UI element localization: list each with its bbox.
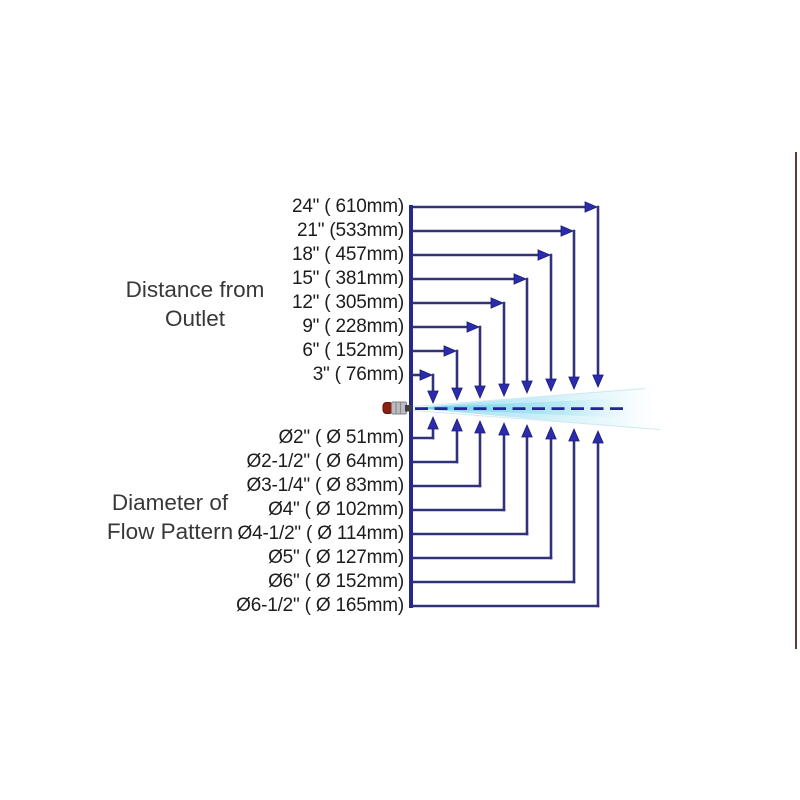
diameter-label-6in: Ø6" ( Ø 152mm) (268, 571, 404, 592)
distance-measure-arrow-6 (413, 345, 463, 402)
diameter-measure-arrow-7 (413, 429, 604, 608)
distance-heading-line2: Outlet (164, 305, 226, 331)
distance-heading-line1: Distance from (125, 277, 265, 302)
distance-measure-arrow-7 (413, 369, 439, 405)
diameter-label-4-5in: Ø4-1/2" ( Ø 114mm) (237, 523, 405, 544)
nozzle-tip (405, 405, 412, 412)
nozzle-graphic (382, 401, 412, 415)
distance-label-9in: 9" ( 228mm) (302, 316, 404, 337)
distance-heading: Distance from Outlet (105, 276, 285, 333)
diameter-label-4in: Ø4" ( Ø 102mm) (268, 499, 404, 520)
distance-measure-arrow-4 (413, 297, 510, 398)
right-edge-artifact-line (795, 152, 797, 649)
diameter-label-5in: Ø5" ( Ø 127mm) (268, 547, 404, 568)
spray-cone-top-edge (412, 388, 646, 407)
diameter-heading-line2: Flow Pattern (106, 518, 234, 544)
diameter-label-2-5in: Ø2-1/2" ( Ø 64mm) (246, 451, 405, 472)
distance-label-18in: 18" ( 457mm) (291, 244, 404, 265)
diameter-measure-arrow-5 (413, 425, 557, 560)
diameter-measure-arrow-3 (413, 421, 510, 512)
nozzle-body (391, 401, 407, 415)
diameter-label-6-5in: Ø6-1/2" ( Ø 165mm) (236, 595, 404, 616)
diameter-measure-arrow-6 (413, 427, 580, 584)
distance-label-6in: 6" ( 152mm) (302, 340, 404, 361)
diameter-measure-arrow-0 (413, 415, 439, 440)
diameter-measure-arrow-4 (413, 423, 533, 536)
distance-label-24in: 24" ( 610mm) (291, 196, 404, 217)
diameter-heading: Diameter of Flow Pattern (80, 489, 260, 546)
spray-cone-bottom-edge (412, 410, 661, 430)
diameter-label-2in: Ø2" ( Ø 51mm) (278, 427, 404, 448)
diameter-heading-line1: Diameter of (111, 490, 229, 515)
distance-measure-arrow-3 (413, 273, 533, 395)
distance-label-15in: 15" ( 381mm) (291, 268, 404, 289)
distance-measure-arrow-1 (413, 225, 580, 391)
distance-label-12in: 12" ( 305mm) (291, 292, 404, 313)
distance-label-3in: 3" ( 76mm) (312, 364, 405, 385)
measurement-lines (413, 201, 604, 608)
diameter-measure-arrow-2 (413, 419, 486, 488)
diameter-measure-arrow-1 (413, 417, 463, 464)
distance-measure-arrow-2 (413, 249, 557, 393)
distance-measure-arrow-0 (413, 201, 604, 389)
distance-label-21in: 21" (533mm) (297, 220, 404, 241)
diameter-label-3-25in: Ø3-1/4" ( Ø 83mm) (246, 475, 405, 496)
distance-measure-arrow-5 (413, 321, 486, 400)
